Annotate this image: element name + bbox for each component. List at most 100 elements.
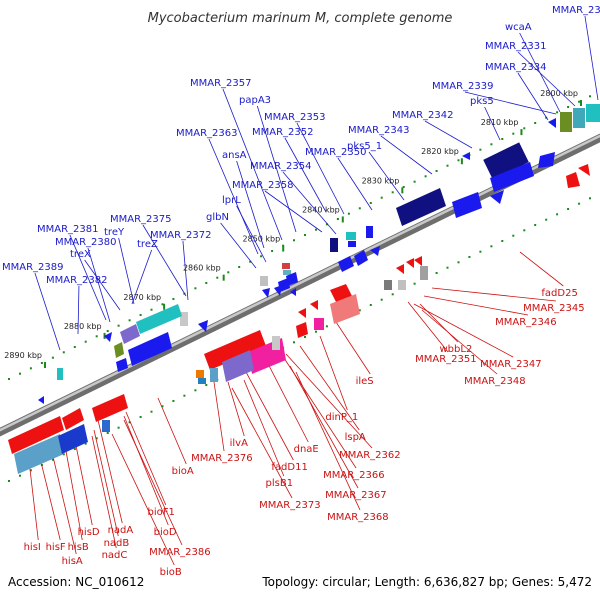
reverse-gene-label[interactable]: hisI: [24, 542, 41, 553]
track-dot: [95, 335, 98, 338]
leader-line: [142, 224, 187, 297]
forward-gene-label[interactable]: MMAR_2339: [432, 81, 494, 92]
reverse-gene-label[interactable]: MMAR_2351: [415, 354, 477, 365]
reverse-gene-labels: fadD25MMAR_2345MMAR_2346MMAR_2347wbbL2MM…: [24, 288, 585, 578]
reverse-gene-label[interactable]: plsB1: [266, 478, 294, 489]
forward-gene-label[interactable]: MMAR_2382: [46, 275, 108, 286]
gene-arrow: [490, 162, 534, 192]
reverse-gene-label[interactable]: dnaE: [294, 444, 319, 455]
track-dot: [358, 309, 361, 312]
gene-block: [57, 368, 63, 380]
accession: Accession: NC_010612: [8, 575, 144, 589]
reverse-gene-label[interactable]: hisA: [62, 556, 83, 567]
forward-gene-label[interactable]: MMAR_2354: [250, 161, 312, 172]
forward-gene-label[interactable]: papA3: [239, 95, 271, 106]
leader-line: [319, 335, 348, 411]
reverse-gene-label[interactable]: bioD: [154, 527, 177, 538]
reverse-gene-label[interactable]: MMAR_2367: [325, 490, 387, 501]
reverse-gene-label[interactable]: bioA: [172, 466, 194, 477]
reverse-gene-label[interactable]: hisF: [46, 542, 66, 553]
reverse-gene-label[interactable]: ilvA: [230, 438, 248, 449]
forward-gene-label[interactable]: MMAR_2350: [305, 147, 367, 158]
leader-line: [256, 105, 297, 233]
track-dot: [567, 106, 570, 108]
tick-2830: 2830 kbp: [362, 176, 404, 194]
forward-gene-label[interactable]: glbN: [206, 212, 229, 223]
leader-line: [519, 251, 564, 287]
gene-block: [210, 368, 218, 382]
forward-gene-label[interactable]: MMAR_2381: [37, 224, 99, 235]
reverse-gene-label[interactable]: MMAR_2346: [495, 317, 556, 328]
gene-arrow: [198, 320, 208, 332]
reverse-gene-label[interactable]: bioB: [160, 567, 182, 578]
reverse-gene-label[interactable]: lspA: [345, 432, 366, 443]
reverse-gene-label[interactable]: bioF1: [148, 507, 175, 518]
gene-block: [586, 104, 600, 122]
forward-gene-label[interactable]: MMAR_2328: [552, 5, 600, 16]
leader-line: [222, 88, 283, 241]
forward-gene-label[interactable]: MMAR_2353: [264, 112, 326, 123]
track-dot: [194, 389, 197, 392]
forward-gene-label[interactable]: treZ: [137, 239, 158, 250]
track-dot: [8, 480, 10, 482]
forward-gene-label[interactable]: MMAR_2331: [485, 41, 547, 52]
track-dot: [578, 100, 581, 103]
forward-gene-label[interactable]: MMAR_2352: [252, 127, 314, 138]
reverse-gene-label[interactable]: MMAR_2366: [323, 470, 385, 481]
forward-gene-label[interactable]: MMAR_2342: [392, 110, 454, 121]
gene-block: [384, 280, 392, 290]
forward-gene-label[interactable]: MMAR_2357: [190, 78, 252, 89]
reverse-gene-label[interactable]: ileS: [356, 376, 374, 387]
forward-gene-label[interactable]: MMAR_2343: [348, 125, 410, 136]
reverse-gene-label[interactable]: MMAR_2368: [327, 512, 389, 523]
leader-line: [421, 309, 498, 375]
leader-line: [84, 259, 121, 311]
forward-gene-label[interactable]: MMAR_2358: [232, 180, 294, 191]
reverse-gene-label[interactable]: fadD11: [271, 462, 307, 473]
reverse-gene-label[interactable]: MMAR_2386: [149, 547, 211, 558]
reverse-gene-label[interactable]: MMAR_2362: [339, 450, 401, 461]
reverse-gene-label[interactable]: nadA: [108, 525, 134, 536]
reverse-gene-label[interactable]: MMAR_2347: [480, 359, 541, 370]
track-dot: [523, 229, 526, 232]
track-dot: [490, 143, 493, 146]
forward-gene-label[interactable]: MMAR_2380: [55, 237, 117, 248]
leader-line: [111, 433, 175, 566]
forward-gene-label[interactable]: MMAR_2334: [485, 62, 547, 73]
leader-line: [157, 397, 187, 465]
reverse-gene-label[interactable]: nadC: [102, 550, 128, 561]
forward-gene-label[interactable]: MMAR_2363: [176, 128, 238, 139]
reverse-gene-label[interactable]: hisB: [68, 542, 89, 553]
reverse-gene-label[interactable]: wbbL2: [440, 344, 473, 355]
forward-gene-label[interactable]: MMAR_2372: [150, 230, 212, 241]
forward-gene-label[interactable]: pks5: [470, 96, 494, 107]
track-dot: [293, 341, 295, 344]
track-dot: [161, 303, 164, 306]
reverse-gene-label[interactable]: hisD: [78, 527, 100, 538]
forward-gene-label[interactable]: lprL: [222, 195, 241, 206]
reverse-gene-label[interactable]: nadB: [104, 538, 130, 549]
leader-line: [423, 295, 529, 316]
map-title: Mycobacterium marinum M, complete genome: [148, 11, 453, 26]
forward-gene-label[interactable]: ansA: [222, 150, 247, 161]
tick-label: 2890 kbp: [4, 351, 42, 360]
gene-arrow: [462, 152, 470, 160]
tick-label: 2820 kbp: [421, 147, 459, 156]
forward-gene-label[interactable]: MMAR_2389: [2, 262, 64, 273]
reverse-strand-genes: [8, 164, 590, 474]
guide-tracks: [8, 95, 591, 482]
reverse-gene-label[interactable]: MMAR_2348: [464, 376, 525, 387]
forward-gene-label[interactable]: MMAR_2375: [110, 214, 172, 225]
gene-arrow: [204, 330, 266, 370]
reverse-gene-label[interactable]: fadD25: [541, 288, 577, 299]
reverse-gene-label[interactable]: MMAR_2376: [191, 453, 253, 464]
forward-gene-label[interactable]: treY: [104, 227, 125, 238]
forward-gene-label[interactable]: wcaA: [505, 22, 532, 33]
reverse-gene-label[interactable]: MMAR_2345: [523, 303, 585, 314]
reverse-gene-label[interactable]: dinP_1: [325, 412, 358, 423]
track-dot: [84, 340, 87, 343]
forward-gene-label[interactable]: treX: [70, 249, 91, 260]
reverse-gene-label[interactable]: MMAR_2373: [259, 500, 321, 511]
forward-gene-label[interactable]: pks5_1: [347, 141, 382, 152]
track-dot: [293, 239, 295, 242]
